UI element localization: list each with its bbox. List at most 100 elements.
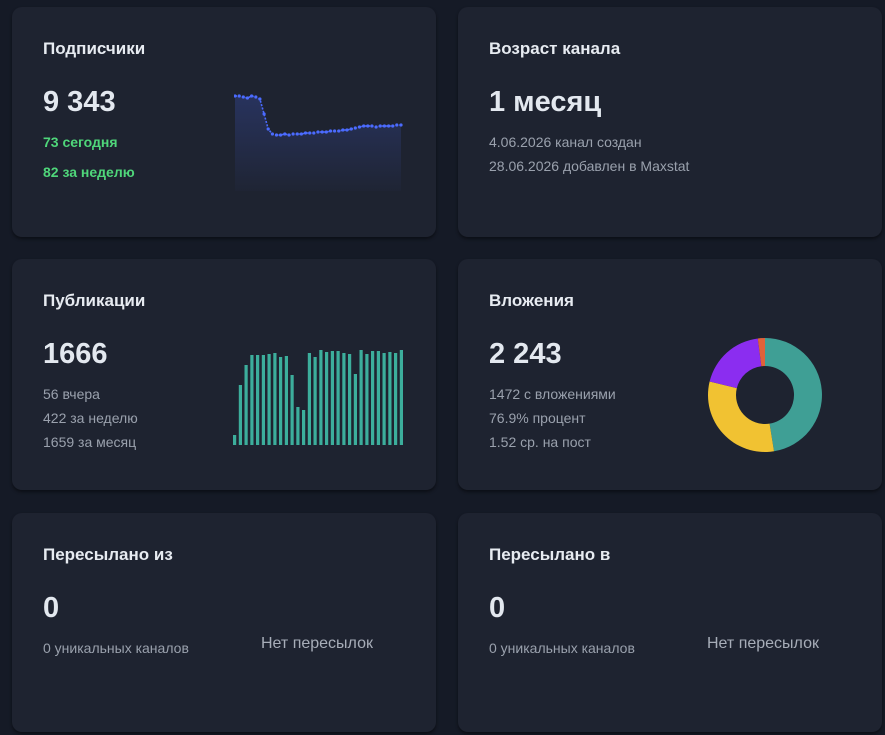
publications-bar [267, 354, 271, 445]
publications-bar [382, 353, 386, 445]
publications-week: 422 за неделю [43, 410, 138, 426]
publications-bar [325, 352, 329, 445]
subscribers-point [245, 96, 249, 100]
publications-month: 1659 за месяц [43, 434, 137, 450]
publications-bar [233, 435, 237, 445]
publications-bar [365, 354, 369, 445]
publications-card: Публикации 1666 56 вчера 422 за неделю 1… [12, 259, 436, 490]
subscribers-today: 73 сегодня [43, 134, 118, 150]
publications-bar [238, 385, 242, 445]
subscribers-point [308, 131, 312, 135]
publications-bar [342, 353, 346, 445]
publications-bar [353, 374, 357, 445]
publications-bar [273, 353, 277, 445]
subscribers-point [362, 124, 366, 128]
publications-bar [250, 355, 254, 445]
subscribers-point [341, 128, 345, 132]
attachments-with: 1472 с вложениями [489, 386, 616, 402]
subscribers-point [250, 94, 254, 98]
subscribers-point [378, 124, 382, 128]
subscribers-point [328, 129, 333, 133]
subscribers-card: Подписчики 9 343 73 сегодня 82 за неделю [12, 7, 436, 237]
publications-bar [279, 357, 283, 445]
subscribers-point [387, 124, 391, 128]
attachments-donut-chart [706, 336, 824, 454]
subscribers-point [349, 127, 353, 131]
attachments-donut-slice [708, 381, 775, 452]
publications-bar [371, 351, 375, 445]
card-title: Вложения [489, 291, 574, 310]
subscribers-line-chart [234, 91, 404, 191]
channel-created-date: 4.06.2026 канал создан [489, 134, 642, 150]
publications-bar [376, 351, 380, 445]
subscribers-point [366, 124, 370, 128]
subscribers-point [274, 133, 279, 137]
subscribers-point [270, 132, 274, 136]
forwarded-to-count: 0 [489, 592, 506, 624]
subscribers-point [279, 133, 283, 137]
subscribers-point [333, 129, 337, 133]
publications-bar [261, 355, 265, 445]
subscribers-point [262, 112, 266, 116]
publications-bar [330, 351, 334, 445]
attachments-percent: 76.9% процент [489, 410, 586, 426]
subscribers-point [295, 132, 299, 136]
subscribers-point [287, 133, 291, 137]
publications-bar [348, 354, 352, 445]
subscribers-point [320, 130, 324, 134]
subscribers-area [235, 96, 401, 191]
publications-yesterday: 56 вчера [43, 386, 100, 402]
subscribers-point [303, 131, 308, 135]
channel-age-value: 1 месяц [489, 86, 602, 118]
card-title: Пересылано в [489, 545, 611, 564]
forwarded-from-unique: 0 уникальных каналов [43, 640, 189, 656]
subscribers-point [337, 129, 341, 133]
channel-age-card: Возраст канала 1 месяц 4.06.2026 канал с… [458, 7, 882, 237]
subscribers-point [283, 132, 287, 136]
subscribers-point [316, 130, 320, 134]
subscribers-point [353, 126, 357, 130]
subscribers-point [234, 94, 237, 98]
subscribers-point [399, 123, 403, 127]
publications-bar [296, 407, 300, 445]
subscribers-point [254, 95, 258, 99]
attachments-donut-slice [709, 338, 762, 389]
forwarded-to-unique: 0 уникальных каналов [489, 640, 635, 656]
subscribers-point [382, 124, 386, 128]
publications-bar [394, 353, 398, 445]
card-title: Пересылано из [43, 545, 173, 564]
publications-bar [302, 410, 306, 445]
attachments-card: Вложения 2 243 1472 с вложениями 76.9% п… [458, 259, 882, 490]
attachments-count: 2 243 [489, 338, 562, 370]
attachments-donut-slice [765, 338, 822, 452]
card-title: Подписчики [43, 39, 146, 58]
publications-bar [388, 352, 392, 445]
publications-count: 1666 [43, 338, 108, 370]
subscribers-point [299, 132, 303, 136]
subscribers-point [374, 125, 378, 129]
publications-bar [313, 357, 317, 445]
card-title: Публикации [43, 291, 146, 310]
channel-added-date: 28.06.2026 добавлен в Maxstat [489, 158, 690, 174]
subscribers-count: 9 343 [43, 86, 116, 118]
forwarded-to-empty: Нет пересылок [707, 635, 819, 652]
subscribers-point [357, 125, 362, 129]
attachments-donut-slice [757, 338, 765, 367]
subscribers-point [391, 124, 395, 128]
publications-bar [336, 351, 340, 445]
publications-bar [307, 353, 311, 445]
publications-bar [256, 355, 260, 445]
publications-bar [359, 350, 363, 445]
subscribers-point [312, 131, 316, 135]
forwarded-from-card: Пересылано из 0 0 уникальных каналов Нет… [12, 513, 436, 732]
subscribers-point [258, 97, 262, 101]
subscribers-point [291, 132, 295, 136]
subscribers-point [266, 127, 270, 131]
subscribers-point [324, 130, 328, 134]
publications-bar [284, 356, 288, 445]
subscribers-point [237, 94, 241, 98]
publications-bar-chart [232, 343, 406, 445]
subscribers-point [370, 124, 374, 128]
subscribers-point [395, 123, 399, 127]
attachments-per-post: 1.52 ср. на пост [489, 434, 591, 450]
